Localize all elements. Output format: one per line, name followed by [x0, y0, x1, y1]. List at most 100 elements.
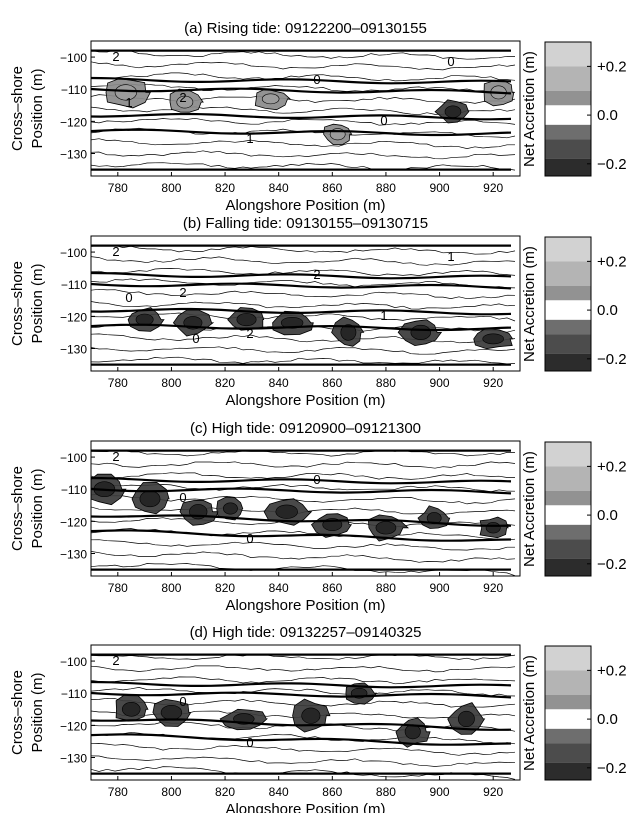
y-axis-label-line1: Cross–shore	[9, 466, 26, 551]
colorbar-band	[545, 670, 591, 695]
y-axis-label-line2: Position (m)	[29, 68, 46, 148]
y-tick-label: −100	[60, 246, 87, 260]
accretion-patch-core	[176, 95, 194, 109]
colorbar-tick-label: 0.0	[597, 107, 618, 124]
contour-label: 0	[380, 113, 387, 128]
contour-line-thin	[91, 162, 516, 171]
contour-label: 0	[313, 472, 320, 487]
x-tick-label: 780	[108, 581, 128, 595]
contour-label: 2	[112, 653, 119, 668]
contour-line-thin	[91, 687, 516, 697]
colorbar-band	[545, 334, 591, 354]
plot-frame	[90, 40, 521, 177]
x-tick-label: 820	[215, 581, 235, 595]
x-tick-label: 860	[322, 785, 342, 799]
colorbar-band	[545, 158, 591, 176]
contour-line-thick	[91, 76, 512, 85]
x-tick-label: 840	[269, 785, 289, 799]
colorbar-band	[545, 261, 591, 286]
colorbar-tick-label: 0.0	[597, 711, 618, 728]
colorbar-label: Net Accretion (m)	[521, 246, 538, 362]
colorbar-band	[545, 539, 591, 559]
x-axis-label: Alongshore Position (m)	[225, 597, 385, 614]
colorbar-band	[545, 505, 591, 525]
x-tick-label: 920	[483, 181, 503, 195]
contour-line-thin	[91, 61, 516, 71]
colorbar-band	[545, 490, 591, 506]
contour-label: 0	[313, 72, 320, 87]
colorbar-band	[545, 319, 591, 335]
colorbar-band	[545, 66, 591, 91]
contour-line-thin	[91, 278, 516, 289]
x-tick-label: 800	[161, 376, 181, 390]
contour-line-thick	[91, 476, 512, 485]
x-tick-label: 780	[108, 376, 128, 390]
panel-title: (a) Rising tide: 09122200–09130155	[184, 20, 427, 37]
contour-line-thin	[91, 333, 516, 344]
contour-line-thin	[91, 743, 516, 756]
accretion-patch-core	[223, 502, 238, 515]
colorbar-band	[545, 237, 591, 262]
contour-label: 0	[179, 490, 186, 505]
contour-label: 1	[447, 249, 454, 264]
y-tick-label: −110	[61, 687, 87, 701]
contour-line-thin	[91, 256, 516, 266]
contour-line-thin	[91, 244, 516, 255]
colorbar-band	[545, 442, 591, 467]
accretion-patch-core	[301, 707, 321, 724]
y-tick-label: −110	[61, 83, 87, 97]
contour-line-thin	[91, 539, 515, 551]
x-tick-label: 880	[376, 785, 396, 799]
x-tick-label: 880	[376, 581, 396, 595]
x-tick-label: 860	[322, 376, 342, 390]
contour-line-thin	[91, 49, 516, 60]
x-tick-label: 880	[376, 181, 396, 195]
y-tick-label: −100	[60, 51, 87, 65]
y-tick-label: −100	[60, 451, 87, 465]
contour-line-thick	[91, 514, 512, 527]
contour-label: 2	[179, 90, 186, 105]
x-axis-label: Alongshore Position (m)	[225, 801, 385, 813]
contour-line-thick	[91, 307, 512, 316]
contour-label: 0	[179, 694, 186, 709]
contour-line-thick	[91, 112, 512, 121]
contour-line-thin	[91, 356, 516, 365]
colorbar-tick-label: 0.0	[597, 507, 618, 524]
contour-label: 2	[313, 267, 320, 282]
contour-line-thin	[91, 138, 515, 149]
contour-line-thick	[91, 718, 512, 731]
colorbar-frame	[544, 236, 592, 372]
y-tick-label: −130	[60, 343, 87, 357]
x-tick-label: 780	[108, 785, 128, 799]
accretion-patch-core	[236, 313, 257, 327]
x-tick-label: 840	[269, 581, 289, 595]
x-tick-label: 900	[430, 785, 450, 799]
colorbar-band	[545, 728, 591, 744]
x-tick-label: 780	[108, 181, 128, 195]
contour-label: 0	[447, 54, 454, 69]
colorbar-band	[545, 42, 591, 67]
plot-area: 2 2 1 0 0 0 1	[91, 41, 520, 176]
contour-label: 2	[179, 285, 186, 300]
contour-line-thick	[91, 271, 512, 280]
colorbar-band	[545, 709, 591, 729]
colorbar-tick-label: +0.2	[597, 253, 627, 270]
colorbar-band	[545, 139, 591, 159]
colorbar-tick-label: +0.2	[597, 662, 627, 679]
x-tick-label: 820	[215, 181, 235, 195]
colorbar-band	[545, 694, 591, 710]
colorbar-tick-label: −0.2	[597, 156, 627, 173]
accretion-patch-core	[261, 93, 280, 105]
colorbar-tick-label: −0.2	[597, 351, 627, 368]
colorbar-frame	[544, 645, 592, 781]
contour-label: 2	[246, 326, 253, 341]
x-tick-label: 860	[322, 181, 342, 195]
x-tick-label: 800	[161, 785, 181, 799]
x-tick-label: 880	[376, 376, 396, 390]
contour-line-thin	[91, 484, 516, 493]
colorbar-label: Net Accretion (m)	[521, 451, 538, 567]
contour-line-thin	[91, 472, 515, 480]
plot-frame	[90, 644, 521, 781]
contour-line-thick	[91, 529, 512, 542]
